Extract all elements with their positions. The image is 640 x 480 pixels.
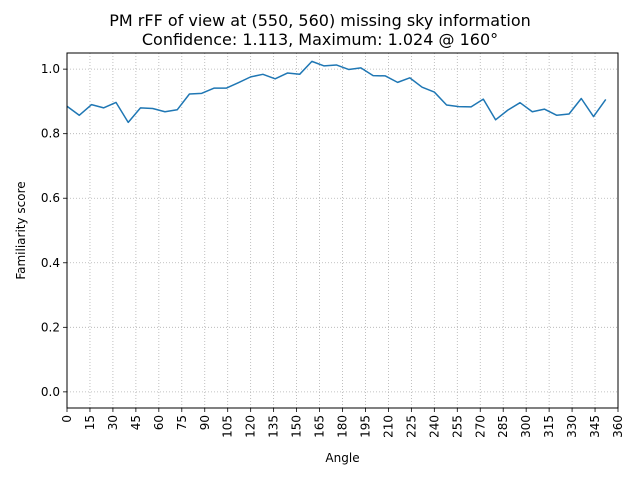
x-tick-label: 30 (106, 415, 120, 430)
x-tick-label: 360 (611, 415, 625, 438)
x-tick-label: 75 (175, 415, 189, 430)
chart-title: PM rFF of view at (550, 560) missing sky… (109, 11, 531, 30)
x-tick-label: 165 (313, 415, 327, 438)
x-tick-label: 225 (404, 415, 418, 438)
x-tick-label: 300 (519, 415, 533, 438)
x-tick-label: 120 (244, 415, 258, 438)
x-axis-label: Angle (325, 451, 359, 465)
x-tick-label: 0 (60, 415, 74, 423)
y-tick-label: 0.8 (41, 127, 60, 141)
chart-subtitle: Confidence: 1.113, Maximum: 1.024 @ 160° (141, 30, 499, 49)
grid (66, 53, 619, 408)
series-layer (66, 60, 607, 124)
x-tick-label: 330 (565, 415, 579, 438)
y-tick-label: 1.0 (41, 62, 60, 76)
x-tick-label: 135 (267, 415, 281, 438)
x-tick-label: 255 (450, 415, 464, 438)
x-axis: 0 15 30 45 60 75 90 105 120 135 150 165 180 195 210 225… (60, 408, 625, 438)
y-tick-label: 0.4 (41, 256, 60, 270)
series-line (66, 60, 607, 124)
x-tick-label: 240 (427, 415, 441, 438)
x-tick-label: 60 (152, 415, 166, 430)
x-tick-label: 285 (496, 415, 510, 438)
x-tick-label: 150 (290, 415, 304, 438)
x-tick-label: 105 (221, 415, 235, 438)
x-tick-label: 45 (129, 415, 143, 430)
x-tick-label: 210 (381, 415, 395, 438)
x-tick-label: 315 (542, 415, 556, 438)
x-tick-label: 195 (358, 415, 372, 438)
x-tick-label: 90 (198, 415, 212, 430)
y-axis: 0.0 0.2 0.4 0.6 0.8 1.0 (41, 62, 67, 399)
y-tick-label: 0.6 (41, 191, 60, 205)
y-tick-label: 0.0 (41, 385, 60, 399)
y-tick-label: 0.2 (41, 320, 60, 334)
y-axis-label: Familiarity score (14, 181, 28, 279)
x-tick-label: 270 (473, 415, 487, 438)
x-tick-label: 15 (83, 415, 97, 430)
x-tick-label: 345 (588, 415, 602, 438)
x-tick-label: 180 (336, 415, 350, 438)
